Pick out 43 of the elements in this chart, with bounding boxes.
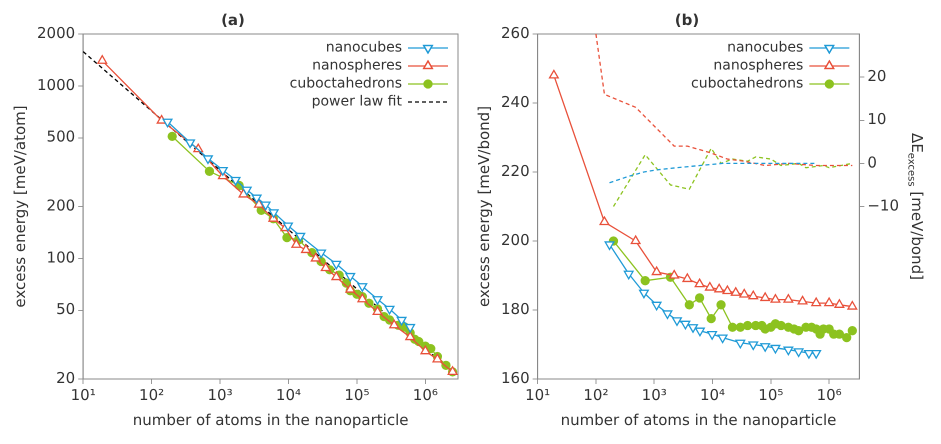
legend-label: cuboctahedrons [691, 76, 804, 92]
x-tick-label: 10³ [207, 386, 233, 404]
x-tick-label: 10¹ [525, 386, 550, 404]
y2-tick-label: 0 [867, 153, 877, 172]
y-axis-title: excess energy [meV/bond] [474, 106, 493, 308]
legend-label: cuboctahedrons [290, 76, 402, 92]
y2-tick-label: 10 [867, 110, 886, 128]
x-axis-title: number of atoms in the nanoparticle [132, 410, 408, 429]
legend-label: nanospheres [312, 58, 402, 74]
y-tick-label: 180 [500, 300, 530, 318]
y-axis-title: excess energy [meV/atom] [10, 105, 29, 308]
y-tick-label: 220 [500, 162, 530, 180]
x-axis-title: number of atoms in the nanoparticle [560, 410, 836, 429]
y-tick-label: 1000 [36, 76, 76, 94]
y2-tick-label: −10 [867, 196, 899, 214]
legend-label: nanocubes [727, 40, 804, 56]
x-tick-label: 10³ [642, 386, 667, 404]
x-tick-label: 10⁶ [816, 386, 842, 404]
y-tick-label: 500 [46, 128, 76, 146]
y-tick-label: 100 [46, 248, 76, 266]
x-tick-label: 10⁴ [276, 386, 302, 404]
chart-title: (b) [674, 10, 700, 29]
legend-label: power law fit [312, 94, 403, 110]
x-tick-label: 10⁵ [758, 386, 784, 404]
y-tick-label: 50 [56, 300, 76, 318]
y-tick-label: 160 [500, 368, 530, 387]
x-tick-label: 10⁶ [412, 386, 438, 404]
x-tick-label: 10² [139, 386, 164, 404]
y-tick-label: 200 [46, 196, 76, 214]
y-tick-label: 2000 [36, 24, 76, 42]
y2-tick-label: 20 [867, 67, 886, 86]
y-tick-label: 20 [56, 368, 76, 387]
y-tick-label: 240 [500, 92, 530, 111]
legend-label: nanospheres [713, 58, 804, 74]
x-tick-label: 10¹ [70, 386, 96, 404]
y2-axis-title: ΔEexcess [meV/bond] [905, 133, 926, 280]
x-tick-label: 10⁵ [344, 386, 370, 404]
chart-title: (a) [221, 10, 245, 29]
legend-label: nanocubes [326, 40, 402, 56]
x-tick-label: 10⁴ [700, 386, 726, 404]
y-tick-label: 260 [500, 24, 530, 42]
y-tick-label: 200 [500, 230, 530, 249]
x-tick-label: 10² [583, 386, 608, 404]
